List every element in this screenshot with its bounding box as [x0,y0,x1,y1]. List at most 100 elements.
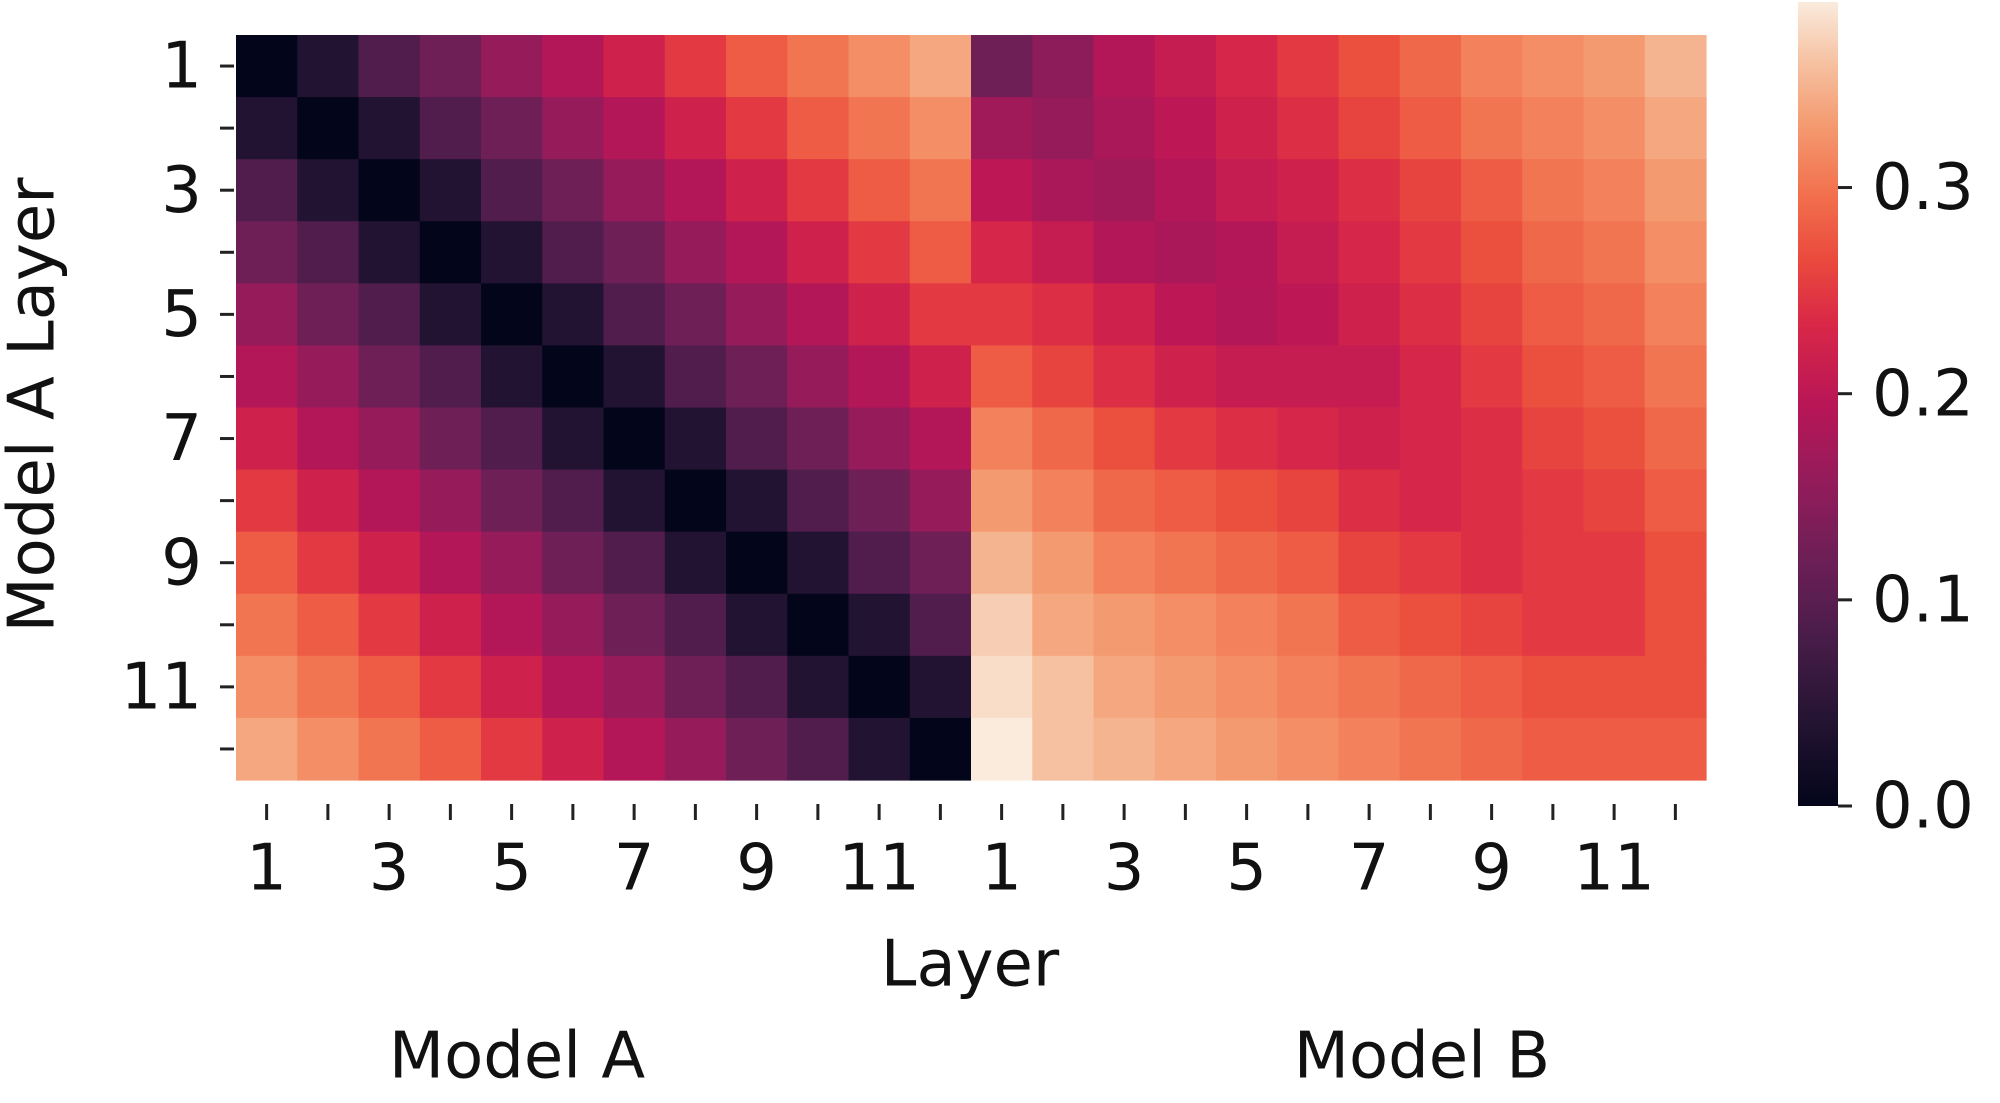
heatmap-cell [358,407,421,471]
heatmap-cell [1154,283,1217,347]
heatmap-cell [1522,159,1585,222]
heatmap-cell [1093,221,1156,284]
heatmap-cell [297,159,360,222]
heatmap-cell [664,35,727,98]
heatmap-cell [1216,97,1278,160]
heatmap-cell [236,221,298,284]
heatmap-cell [481,97,543,160]
heatmap-cell [909,407,972,471]
heatmap-cell [297,717,360,781]
heatmap-cell [909,283,972,347]
heatmap-cell [1583,97,1646,160]
heatmap-cell [1032,35,1095,98]
heatmap-cell [419,159,482,222]
heatmap-cell [419,717,482,781]
heatmap-cell [419,345,482,409]
heatmap-cell [1522,655,1585,719]
heatmap-cell [1338,159,1401,222]
heatmap-cell [603,717,666,781]
heatmap-cell [297,407,360,471]
heatmap-cell [1338,221,1401,284]
heatmap-cell [787,159,850,222]
heatmap-cell [358,159,421,222]
heatmap-cell [909,531,972,595]
heatmap-cell [787,221,850,284]
heatmap-cell [787,593,850,657]
heatmap-cell [542,35,605,98]
heatmap-cell [1216,407,1278,471]
heatmap-cell [1216,717,1278,781]
x-tick-label: 1 [981,832,1022,906]
heatmap-cell [542,593,605,657]
heatmap-cell [1644,469,1707,533]
y-tick-label: 1 [161,30,202,104]
heatmap-cell [1093,159,1156,222]
heatmap-cell [1644,593,1707,657]
heatmap-cell [1461,717,1523,781]
heatmap-cell [542,717,605,781]
heatmap-cell [603,221,666,284]
heatmap-cell [1461,531,1523,595]
heatmap-cell [726,469,788,533]
heatmap-cell [664,593,727,657]
heatmap-cell [726,655,788,719]
heatmap-cell [236,531,298,595]
heatmap-cell [297,469,360,533]
heatmap-cell [971,469,1033,533]
x-tick-label: 9 [1471,832,1512,906]
heatmap-cell [297,97,360,160]
heatmap-cell [1154,35,1217,98]
heatmap-cell [848,221,911,284]
heatmap-cell [236,159,298,222]
heatmap-cell [1522,97,1585,160]
heatmap-cell [1522,35,1585,98]
heatmap-cell [848,655,911,719]
heatmap-cell [726,221,788,284]
x-axis-title: Layer [881,928,1060,1002]
heatmap-cell [1216,345,1278,409]
heatmap-cell [1399,531,1462,595]
heatmap-cell [297,345,360,409]
x-tick-label: 11 [1573,832,1654,906]
heatmap-cell [726,35,788,98]
heatmap-cell [1277,345,1340,409]
y-tick-label: 9 [161,526,202,600]
heatmap-cell [1461,469,1523,533]
heatmap-cell [848,35,911,98]
heatmap-cell [481,283,543,347]
heatmap-cell [726,97,788,160]
heatmap-cell [1583,593,1646,657]
heatmap-cell [1277,97,1340,160]
heatmap-cell [1522,717,1585,781]
heatmap-cell [358,283,421,347]
heatmap-cell [848,345,911,409]
heatmap-cell [603,531,666,595]
heatmap-cell [603,407,666,471]
heatmap-cell [1583,345,1646,409]
heatmap-cell [1154,655,1217,719]
heatmap-cell [1338,531,1401,595]
heatmap-cell [481,593,543,657]
heatmap-cell [1338,283,1401,347]
heatmap-cell [236,97,298,160]
heatmap-cell [419,221,482,284]
heatmap-cell [236,593,298,657]
heatmap-cell [1399,283,1462,347]
heatmap-cell [1644,221,1707,284]
heatmap-cell [603,283,666,347]
heatmap-cell [1032,283,1095,347]
heatmap-cell [481,717,543,781]
heatmap-cell [1154,469,1217,533]
heatmap-cell [1032,159,1095,222]
heatmap-cell [971,655,1033,719]
heatmap-cell [542,655,605,719]
heatmap-cell [1093,655,1156,719]
heatmap-cell [1399,221,1462,284]
heatmap-cell [1399,717,1462,781]
heatmap-cell [1583,717,1646,781]
heatmap-cell [542,407,605,471]
heatmap-cell [848,159,911,222]
x-tick-label: 7 [1349,832,1390,906]
heatmap-cell [1461,593,1523,657]
